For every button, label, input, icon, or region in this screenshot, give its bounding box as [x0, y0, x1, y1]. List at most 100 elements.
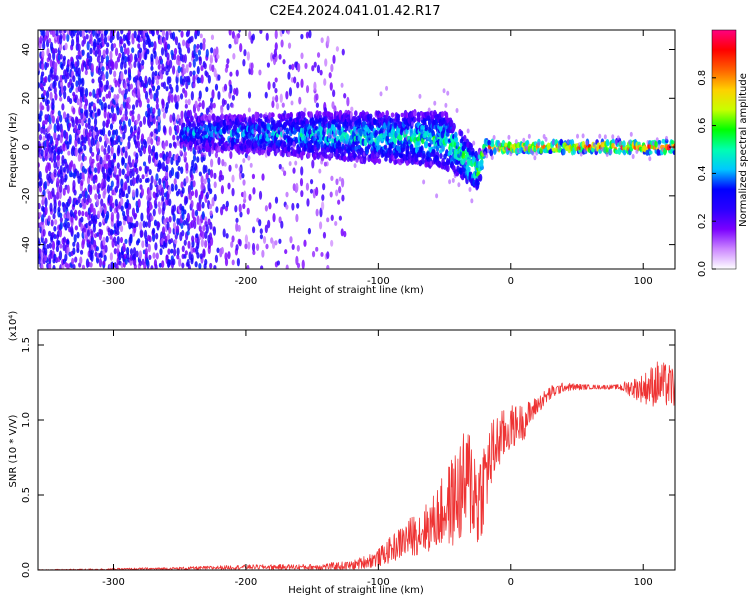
spectrogram-cell	[59, 212, 63, 219]
spectrogram-cell	[197, 49, 202, 56]
spectrogram-cell	[196, 43, 200, 49]
spectrogram-cell	[137, 43, 141, 49]
spectrogram-cell	[151, 85, 156, 92]
spectrogram-cell	[87, 261, 91, 268]
spectrogram-cell	[446, 165, 450, 173]
spectrogram-cell	[281, 166, 285, 172]
spectrogram-cell	[238, 203, 242, 213]
spectrogram-cell	[137, 113, 141, 121]
spectrogram-cell	[114, 198, 118, 207]
spectrogram-cell	[53, 225, 57, 232]
spectrogram-cell	[107, 144, 111, 154]
spectrogram-cell	[58, 30, 63, 34]
spectrogram-cell	[301, 151, 306, 156]
spectrogram-cell	[147, 76, 152, 86]
spectrogram-cell	[271, 96, 275, 102]
spectrogram-cell	[194, 100, 198, 109]
spectrogram-cell	[112, 43, 117, 49]
spectrogram-cell	[335, 189, 339, 197]
spectrogram-cell	[235, 69, 239, 77]
spectrogram-cell	[448, 179, 452, 185]
spectrogram-cell	[285, 191, 289, 198]
spectrogram-cell	[170, 94, 174, 103]
spectrogram-cell	[144, 247, 148, 257]
spectrogram-cell	[242, 203, 246, 210]
spectrogram-cell	[122, 146, 126, 153]
spectrogram-cell	[286, 113, 291, 119]
spectrogram-cell	[172, 258, 176, 266]
spectrogram-cell	[221, 137, 226, 142]
spectrogram-cell	[44, 76, 48, 83]
spectrogram-cell	[329, 112, 334, 117]
spectrogram-cell	[100, 30, 104, 34]
spectrogram-cell	[187, 98, 191, 106]
spectrogram-cell	[55, 30, 59, 37]
spectrogram-cell	[158, 178, 162, 186]
spectrogram-cell	[648, 150, 653, 155]
spectrogram-cell	[181, 63, 185, 69]
spectrogram-cell	[114, 47, 119, 57]
spectrogram-cell	[116, 219, 120, 228]
spectrogram-cell	[492, 135, 496, 141]
spectrogram-cell	[116, 243, 120, 249]
spectrogram-cell	[320, 159, 324, 165]
spectrogram-cell	[213, 172, 217, 180]
spectrogram-cell	[223, 99, 227, 105]
spectrogram-cell	[261, 249, 265, 258]
spectrogram-cell	[85, 33, 89, 40]
spectrogram-cell	[183, 53, 187, 64]
spectrogram-cell	[158, 206, 162, 215]
spectrogram-cell	[196, 30, 200, 37]
spectrogram-cell	[71, 38, 75, 47]
spectrogram-cell	[533, 155, 537, 161]
spectrogram-cell	[91, 151, 95, 157]
spectrogram-cell	[311, 250, 316, 258]
spectrogram-cell	[264, 205, 269, 212]
spectrogram-cell	[81, 77, 85, 87]
spectrogram-cell	[105, 235, 109, 243]
spectrogram-cell	[307, 227, 312, 235]
spectrogram-cell	[308, 30, 312, 39]
spectrogram-cell	[70, 160, 74, 168]
spectrogram-cell	[205, 86, 209, 93]
spectrogram-cell	[463, 144, 467, 150]
spectrogram-cell	[289, 111, 293, 119]
spectrogram-cell	[121, 51, 125, 61]
spectrogram-cell	[83, 155, 87, 161]
spectrogram-cell	[330, 63, 334, 73]
spectrogram-cell	[288, 64, 292, 70]
spectrogram-cell	[178, 30, 182, 33]
spectrogram-cell	[59, 221, 63, 230]
spectrogram-cell	[152, 227, 156, 235]
spectrogram-cell	[138, 100, 142, 108]
spectrogram-cell	[125, 247, 130, 255]
spectrogram-cell	[124, 181, 128, 191]
spectrogram-cell	[225, 63, 229, 69]
spectrogram-cell	[219, 128, 223, 135]
spectrogram-cell	[81, 210, 85, 217]
spectrogram-cell	[221, 126, 226, 134]
spectrogram-cell	[146, 177, 150, 183]
spectrogram-x-ticks: -300 -200 -100 0 100	[102, 30, 653, 287]
spectrogram-cell	[111, 202, 115, 209]
spectrogram-cell	[255, 112, 259, 120]
spectrogram-cell	[398, 133, 402, 142]
spectrogram-cell	[190, 245, 194, 255]
spectrogram-cell	[328, 72, 332, 79]
spectrogram-cell	[53, 123, 57, 134]
spectrogram-cell	[62, 166, 67, 173]
spectrogram-cell	[165, 164, 169, 173]
spectrogram-cell	[228, 164, 232, 172]
spectrogram-cell	[442, 161, 446, 167]
spectrogram-cell	[72, 241, 76, 247]
spectrogram-cell	[54, 219, 58, 225]
spectrogram-cell	[300, 33, 304, 40]
spectrogram-cell	[283, 170, 287, 177]
spectrogram-cell	[175, 100, 179, 110]
spectrogram-cell	[204, 164, 208, 173]
spectrogram-cell	[235, 222, 239, 232]
spectrogram-cell	[267, 219, 271, 229]
spectrogram-cell	[172, 112, 176, 122]
spectrogram-cell	[338, 215, 342, 221]
spectrogram-cell	[119, 225, 124, 233]
